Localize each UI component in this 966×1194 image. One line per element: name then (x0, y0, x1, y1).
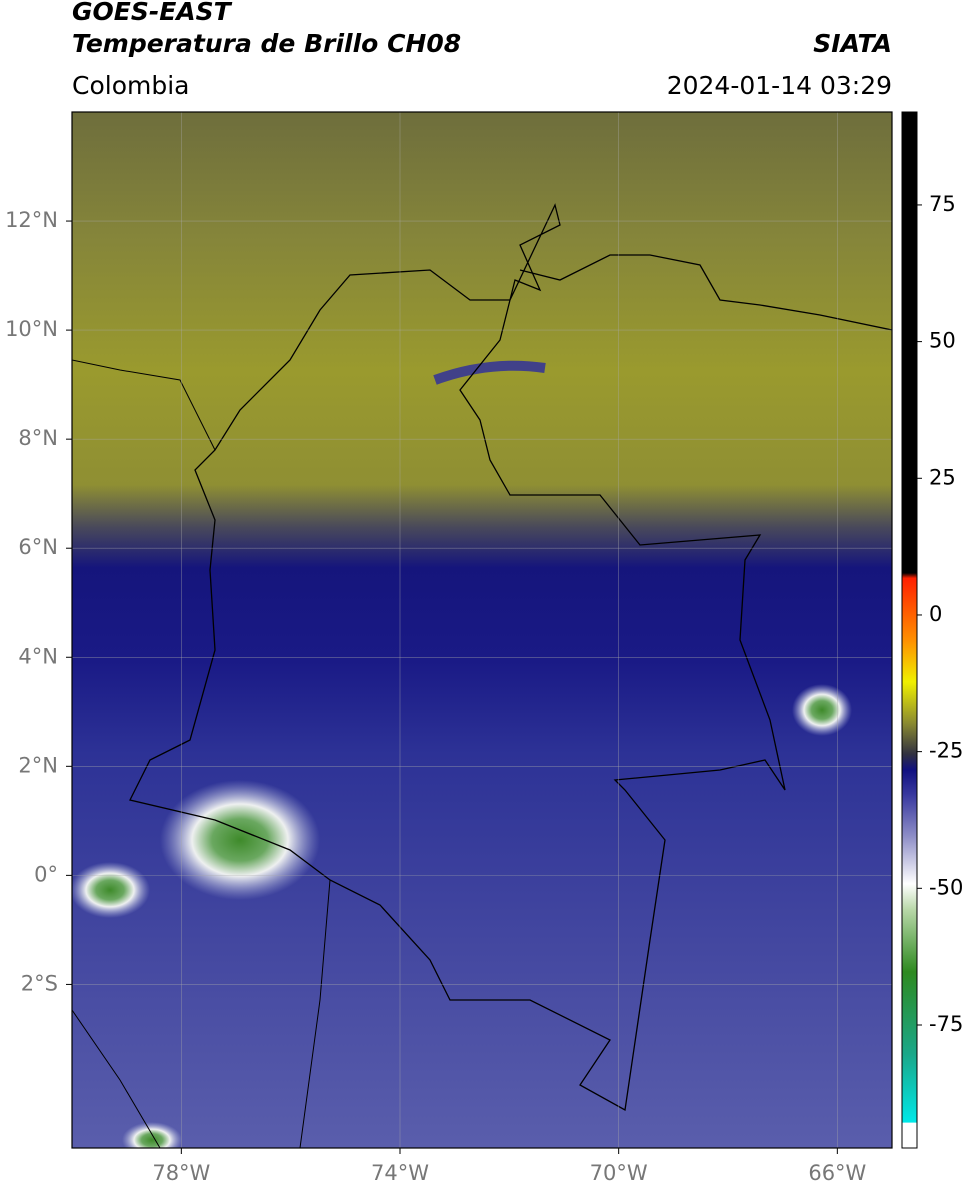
y-tick-label: 4°N (18, 644, 58, 668)
y-tick-label: 2°S (21, 971, 58, 995)
colorbar-tick-label: -75 (929, 1012, 963, 1036)
y-tick-label: 2°N (18, 753, 58, 777)
region: Colombia (72, 71, 189, 100)
map-image (72, 112, 892, 1148)
colorbar-tick-label: 25 (929, 465, 956, 489)
x-tick-label: 74°W (371, 1161, 429, 1185)
x-tick-label: 70°W (590, 1161, 648, 1185)
datetime: 2024-01-14 03:29 (667, 71, 892, 100)
y-tick-label: 10°N (5, 317, 58, 341)
colorbar-tick-label: 50 (929, 329, 956, 353)
cloud-cell (792, 684, 852, 736)
x-tick-label: 66°W (808, 1161, 866, 1185)
colorbar (901, 111, 918, 1149)
cloud-cell (72, 862, 150, 918)
cold-cloud (433, 360, 546, 385)
x-tick-label: 78°W (152, 1161, 210, 1185)
y-tick-label: 12°N (5, 208, 58, 232)
grid (72, 112, 892, 1148)
title: GOES-EAST (72, 0, 233, 26)
y-tick-label: 0° (34, 862, 58, 886)
y-tick-label: 6°N (18, 535, 58, 559)
colorbar-tick-label: -50 (929, 875, 963, 899)
satellite-background (72, 112, 892, 1148)
colorbar-tick-label: 75 (929, 192, 956, 216)
colorbar-tick-label: -25 (929, 739, 963, 763)
source: SIATA (813, 29, 892, 58)
cloud-cell (160, 780, 320, 900)
map-frame (71, 111, 893, 1149)
colorbar-tick-label: 0 (929, 602, 942, 626)
coastline (519, 254, 892, 331)
y-tick-label: 8°N (18, 426, 58, 450)
subtitle: Temperatura de Brillo CH08 (72, 29, 461, 58)
border (72, 359, 331, 1148)
cloud-cell (122, 1122, 182, 1148)
